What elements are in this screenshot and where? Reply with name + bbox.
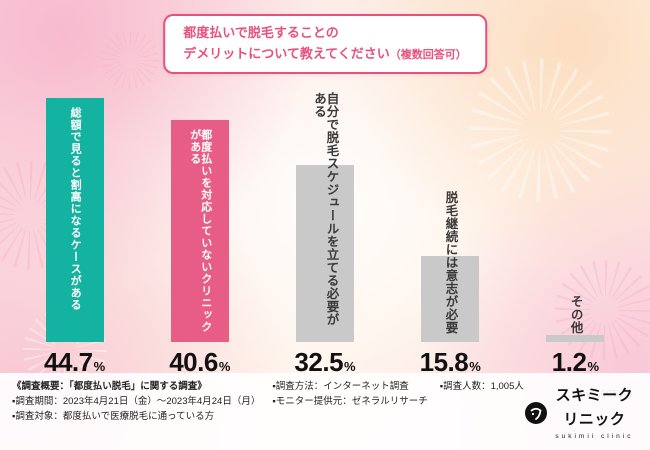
survey-overview: 《調査概要：「都度払い脱毛」に関する調査》	[12, 381, 207, 393]
bar: 総額で見ると割高になるケースがある	[45, 98, 104, 342]
bar-label: 自分で脱毛スケジュールを立てる必要がある	[312, 92, 339, 326]
survey-footer: 《調査概要：「都度払い脱毛」に関する調査》 ▪調査期間：2023年4月21日（金…	[0, 373, 650, 450]
logo-subtext: sukimii clinic	[555, 432, 634, 440]
bar-label: 脱毛継続には意志が必要	[443, 191, 458, 334]
bar-column: 総額で見ると割高になるケースがある	[12, 92, 137, 342]
clinic-logo: スキミークリニック sukimii clinic	[524, 380, 640, 442]
logo-text: スキミークリニック	[555, 387, 634, 428]
firework-decoration	[95, 25, 165, 95]
chart-title-line1: 都度払いで脱毛することの	[183, 25, 339, 40]
survey-count: ▪調査人数：1,005人	[439, 381, 524, 393]
percentage-row: 44.7% 40.6% 32.5% 15.8% 1.2%	[12, 347, 638, 378]
percentage-value: 1.2%	[551, 347, 600, 377]
survey-method: ▪調査方法：インターネット調査	[272, 381, 409, 393]
survey-target: ▪調査対象：都度払いで医療脱毛に通っている方	[12, 410, 215, 422]
percentage-value: 44.7%	[44, 347, 106, 377]
percentage-value: 15.8%	[419, 347, 481, 377]
footer-column-2: ▪調査方法：インターネット調査 ▪モニター提供元：ゼネラルリサーチ	[272, 380, 427, 409]
survey-period: ▪調査期間：2023年4月21日（金）〜2023年4月24日（月）	[12, 396, 261, 408]
bar	[421, 255, 480, 342]
bar-column: その他	[513, 92, 638, 342]
bar: 都度払いを対応していないクリニックがある	[170, 120, 229, 342]
survey-monitor: ▪モニター提供元：ゼネラルリサーチ	[272, 396, 428, 408]
bar	[546, 335, 605, 342]
bar-label: その他	[568, 295, 583, 334]
logo-text-block: スキミークリニック sukimii clinic	[553, 384, 636, 442]
bar	[296, 164, 354, 342]
bar-label: 都度払いを対応していないクリニックがある	[188, 129, 212, 334]
footer-column-3: ▪調査人数：1,005人	[440, 380, 524, 395]
percentage-value: 40.6%	[169, 347, 231, 377]
bar-label: 総額で見ると割高になるケースがある	[69, 107, 82, 311]
bar-column: 都度払いを対応していないクリニックがある	[137, 92, 262, 342]
percentage-value: 32.5%	[294, 347, 356, 377]
bar-column: 脱毛継続には意志が必要	[388, 92, 513, 342]
bar-chart: 総額で見ると割高になるケースがある 都度払いを対応していないクリニックがある 自…	[12, 92, 638, 342]
footer-column-1: 《調査概要：「都度払い脱毛」に関する調査》 ▪調査期間：2023年4月21日（金…	[12, 380, 260, 424]
bar-column: 自分で脱毛スケジュールを立てる必要がある	[262, 92, 387, 342]
chart-title-note: （複数回答可）	[389, 48, 467, 61]
chart-title-line2: デメリットについて教えてください	[183, 45, 390, 61]
logo-icon	[524, 402, 547, 425]
chart-title: 都度払いで脱毛することの デメリットについて教えてください（複数回答可）	[163, 14, 487, 74]
